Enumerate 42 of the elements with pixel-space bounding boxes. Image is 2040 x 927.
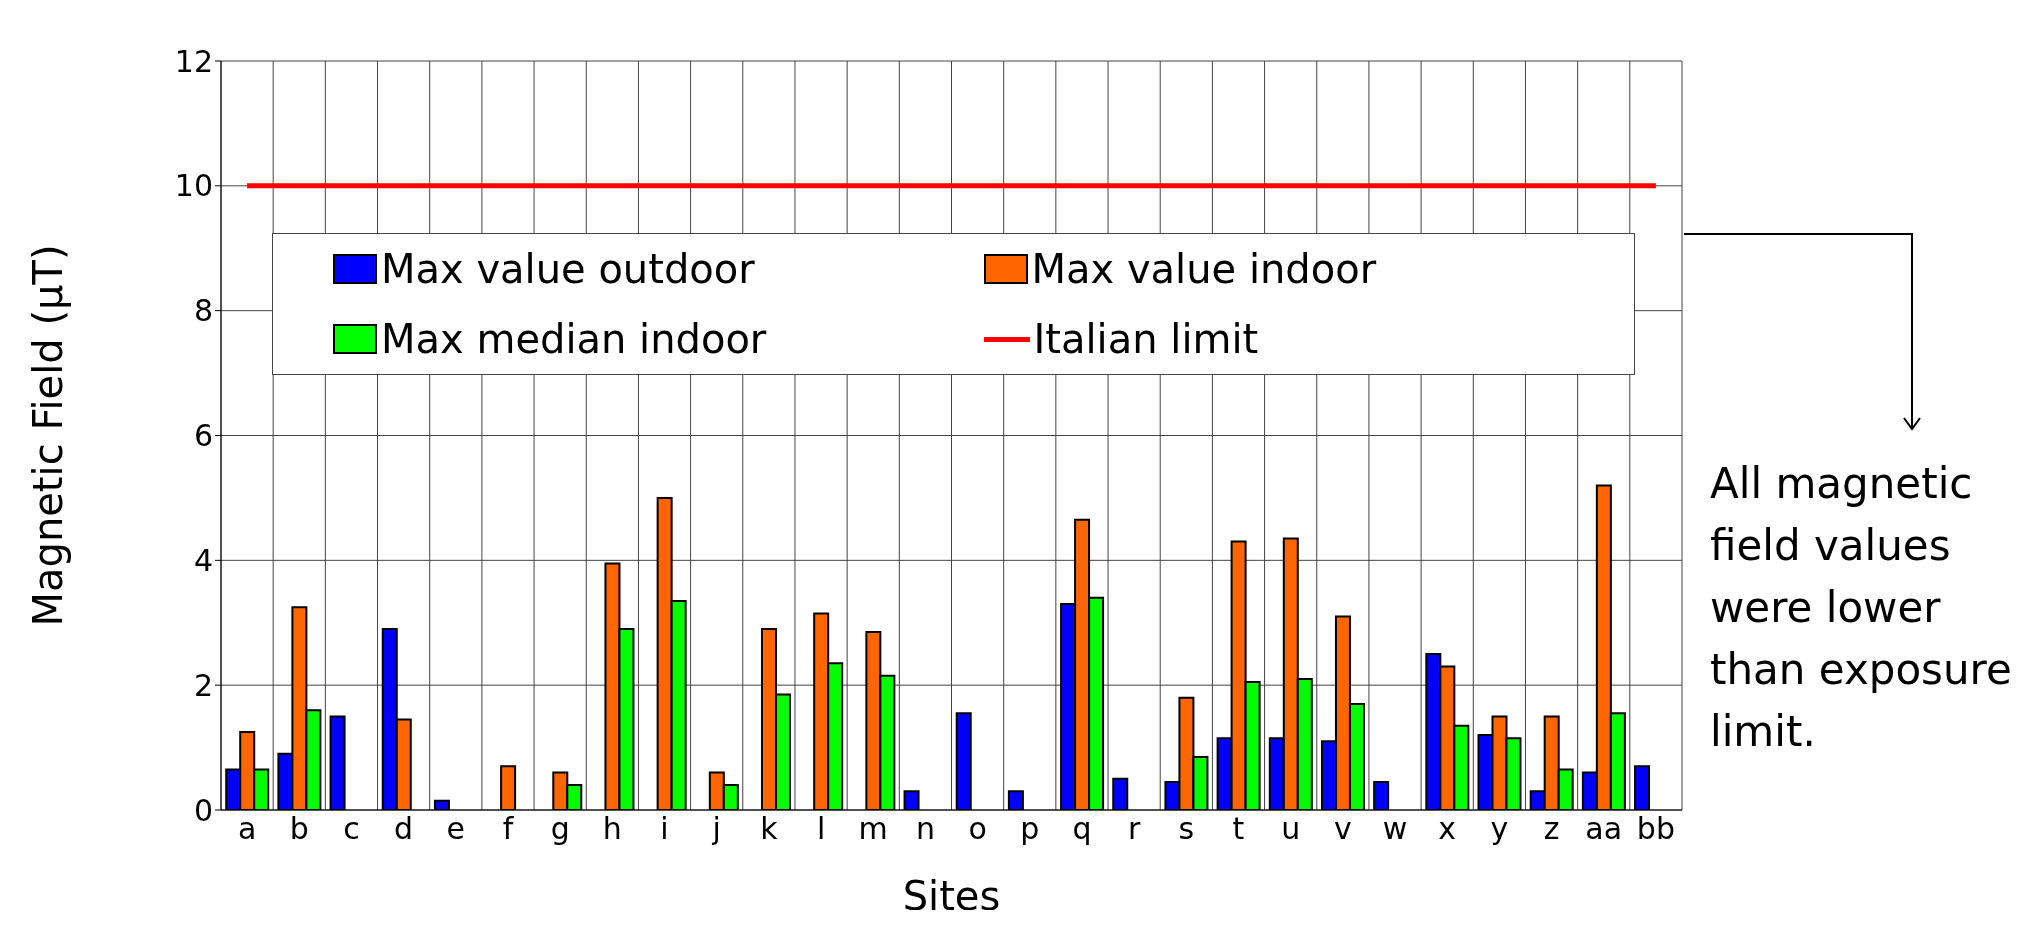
x-tick-label: z (1543, 811, 1560, 847)
text: All magnetic field values were lower than exposure limit. (1710, 458, 2013, 758)
x-tick-label: bb (1636, 811, 1675, 847)
x-tick-label: l (816, 811, 826, 847)
x-tick-label: b (289, 811, 309, 847)
x-tick-label: u (1281, 811, 1301, 847)
y-tick-label: 8 (193, 293, 213, 329)
y-tick-label: 10 (174, 168, 213, 204)
x-tick-label: j (711, 811, 721, 847)
legend-label: Max value outdoor (381, 246, 755, 292)
x-tick-label: n (915, 811, 935, 847)
x-tick-label: a (237, 811, 257, 847)
x-tick-label: s (1178, 811, 1195, 847)
y-tick-label: 6 (193, 418, 213, 454)
x-tick-label: w (1382, 811, 1408, 847)
x-tick-label: o (968, 811, 987, 847)
x-tick-label: p (1020, 811, 1040, 847)
legend-label: Italian limit (1033, 316, 1259, 362)
x-tick-label: q (1072, 811, 1092, 847)
x-tick-label: g (550, 811, 570, 847)
x-tick-label: r (1127, 811, 1141, 847)
x-tick-label: k (760, 811, 779, 847)
y-tick-label: 0 (193, 792, 213, 828)
x-tick-label: y (1490, 811, 1509, 847)
x-tick-label: v (1333, 811, 1352, 847)
legend-label: Max median indoor (381, 316, 767, 362)
y-tick-label: 2 (193, 667, 213, 703)
x-tick-label: t (1232, 811, 1245, 847)
y-tick-label: 12 (174, 43, 213, 79)
x-tick-label: f (502, 811, 515, 847)
x-tick-label: c (343, 811, 360, 847)
x-tick-label: i (660, 811, 669, 847)
x-tick-label: e (446, 811, 466, 847)
x-axis-title: Sites (902, 873, 1001, 919)
x-tick-label: d (394, 811, 414, 847)
x-tick-label: h (602, 811, 622, 847)
legend-label: Max value indoor (1031, 246, 1377, 292)
x-tick-label: aa (1585, 811, 1623, 847)
y-tick-label: 4 (193, 542, 213, 578)
y-axis-title: Magnetic Field (µT) (25, 244, 72, 627)
x-tick-label: m (858, 811, 888, 847)
x-tick-label: x (1438, 811, 1457, 847)
